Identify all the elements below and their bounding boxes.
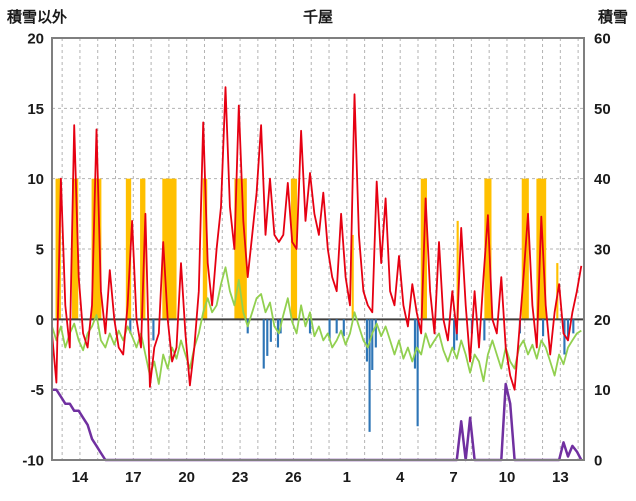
svg-text:20: 20 [27, 31, 44, 48]
right-axis-labels: 60 50 40 30 20 10 0 [594, 31, 611, 470]
svg-text:15: 15 [27, 101, 44, 118]
vertical-gridlines [61, 38, 579, 460]
svg-text:20: 20 [178, 469, 195, 486]
svg-text:20: 20 [594, 312, 611, 329]
svg-text:40: 40 [594, 171, 611, 188]
svg-text:10: 10 [499, 469, 516, 486]
svg-text:60: 60 [594, 31, 611, 48]
svg-text:4: 4 [396, 469, 405, 486]
left-axis-labels: 20 15 10 5 0 -5 -10 [22, 31, 44, 470]
svg-text:-5: -5 [31, 382, 44, 399]
plot-border [51, 37, 585, 461]
x-axis-labels: 14 17 20 23 26 1 4 7 10 13 [72, 469, 569, 486]
svg-text:17: 17 [125, 469, 142, 486]
svg-text:0: 0 [594, 453, 602, 470]
svg-text:1: 1 [343, 469, 351, 486]
svg-text:7: 7 [449, 469, 457, 486]
red-line-series [51, 86, 583, 391]
svg-text:23: 23 [232, 469, 249, 486]
svg-text:13: 13 [552, 469, 569, 486]
left-axis-title: 積雪以外 [7, 9, 68, 26]
svg-text:14: 14 [72, 469, 89, 486]
svg-text:50: 50 [594, 101, 611, 118]
right-axis-title: 積雪 [597, 9, 628, 26]
green-line-series [51, 266, 582, 385]
horizontal-gridlines [52, 107, 584, 391]
svg-text:5: 5 [36, 242, 44, 259]
svg-text:-10: -10 [22, 453, 44, 470]
svg-text:30: 30 [594, 242, 611, 259]
purple-line-series [52, 382, 583, 462]
svg-text:10: 10 [27, 171, 44, 188]
chart-title: 千屋 [302, 9, 334, 26]
svg-text:10: 10 [594, 382, 611, 399]
svg-text:26: 26 [285, 469, 302, 486]
svg-text:0: 0 [36, 312, 44, 329]
orange-bar-series [55, 178, 559, 320]
